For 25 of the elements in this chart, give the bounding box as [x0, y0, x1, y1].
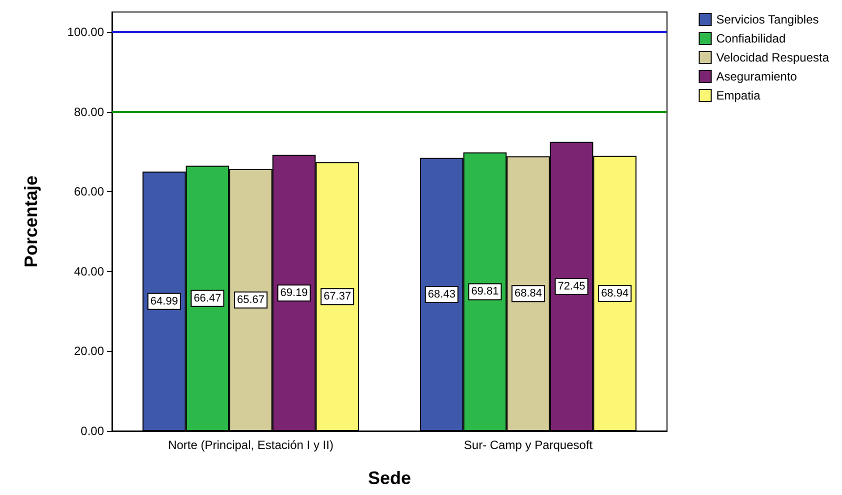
data-label: 64.99: [150, 295, 178, 308]
legend-label: Velocidad Respuesta: [716, 50, 830, 64]
y-tick-label: 80.00: [74, 104, 104, 119]
data-label: 72.45: [558, 280, 586, 292]
legend-label: Aseguramiento: [716, 70, 798, 84]
data-label: 67.37: [324, 290, 352, 303]
data-label: 69.81: [471, 286, 499, 298]
data-label: 69.19: [280, 286, 308, 299]
legend-label: Confiabilidad: [716, 32, 786, 46]
data-label: 68.43: [428, 288, 456, 300]
legend-label: Empatia: [716, 88, 761, 102]
y-tick-label: 40.00: [74, 264, 104, 278]
y-axis-title: Porcentaje: [21, 175, 41, 268]
data-label: 68.94: [601, 287, 629, 300]
x-axis-title: Sede: [368, 468, 412, 488]
data-label: 66.47: [194, 292, 222, 304]
y-tick-label: 100.00: [67, 24, 104, 39]
legend-label: Servicios Tangibles: [716, 12, 819, 26]
data-label: 65.67: [236, 294, 265, 306]
y-tick-label: 60.00: [74, 184, 104, 199]
y-tick-label: 0.00: [80, 424, 104, 438]
data-label: 68.84: [514, 288, 542, 300]
x-tick-label: Sur- Camp y Parquesoft: [464, 438, 594, 452]
y-tick-label: 20.00: [74, 344, 104, 358]
x-tick-label: Norte (Principal, Estación I y II): [168, 438, 334, 452]
